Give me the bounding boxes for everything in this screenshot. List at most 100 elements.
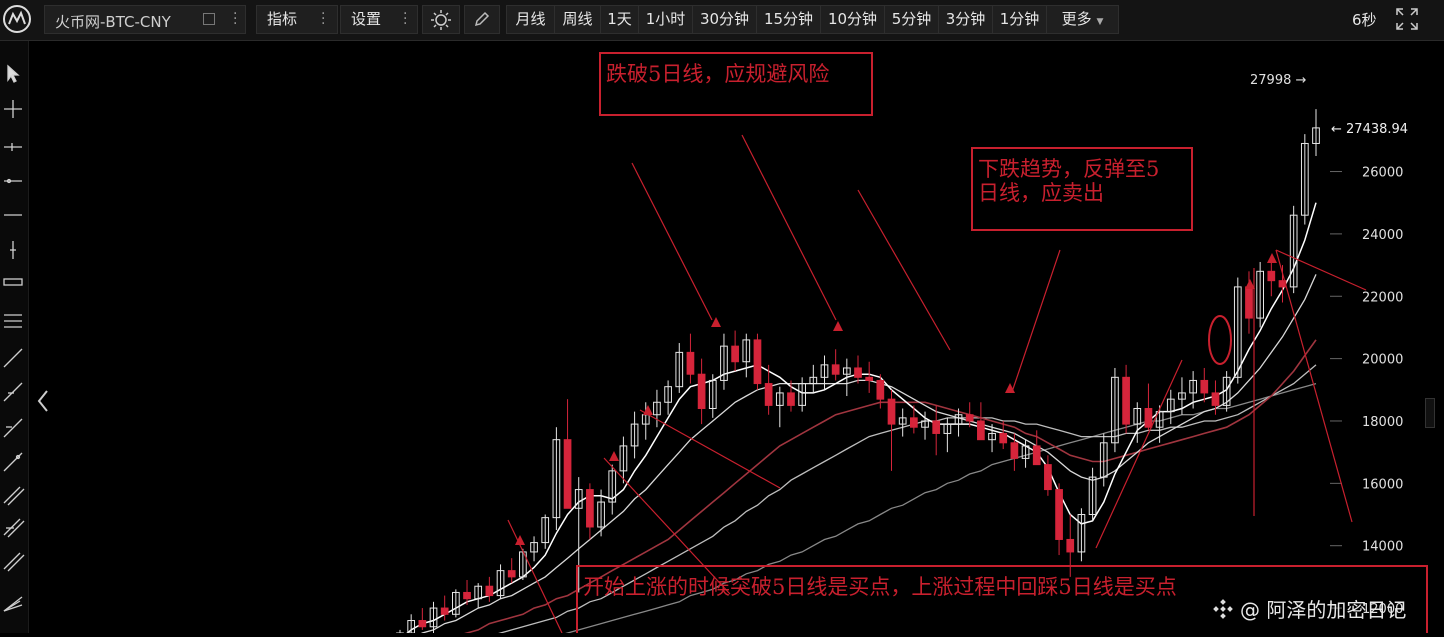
tab-30min[interactable]: 30分钟 <box>693 6 757 33</box>
symbol-selector[interactable]: 火币网-BTC-CNY · · · <box>44 5 246 34</box>
indicator-menu-icon[interactable]: · · · <box>321 6 326 32</box>
candle <box>1077 508 1086 562</box>
tab-15min[interactable]: 15分钟 <box>757 6 821 33</box>
moving-average-lines <box>406 202 1317 633</box>
candle <box>932 405 941 456</box>
candle-body <box>463 591 471 600</box>
signal-marker <box>1267 253 1277 263</box>
candle <box>887 389 896 471</box>
candle <box>1088 467 1097 521</box>
symbol-label: 火币网-BTC-CNY <box>55 13 171 31</box>
fullscreen-icon[interactable] <box>1394 6 1420 32</box>
tab-weekly[interactable]: 周线 <box>555 6 601 33</box>
candle <box>586 483 594 540</box>
candle <box>842 358 851 397</box>
settings-menu-icon[interactable]: · · · <box>403 6 408 32</box>
signal-marker <box>1005 383 1015 393</box>
parallel-channel-icon[interactable] <box>3 486 25 506</box>
trend-angle-icon[interactable] <box>3 382 23 402</box>
candle <box>1256 261 1264 328</box>
sun-icon <box>431 10 451 30</box>
candle-body <box>910 417 918 428</box>
candle <box>1111 367 1119 453</box>
parallel-lines-icon[interactable] <box>4 314 22 328</box>
candle-body <box>664 386 672 403</box>
candle-body <box>708 379 717 410</box>
candle-body <box>988 432 996 441</box>
candle-body <box>675 351 684 388</box>
candle-body <box>597 501 605 528</box>
tab-1min[interactable]: 1分钟 <box>993 6 1047 33</box>
refresh-rate[interactable]: 6秒 <box>1352 11 1377 29</box>
candle <box>1044 455 1052 496</box>
annotation-box <box>599 52 873 116</box>
candle <box>910 405 918 434</box>
y-tick-label: 24000 <box>1362 228 1403 243</box>
candle <box>809 364 818 393</box>
price-range-icon[interactable] <box>3 278 23 286</box>
candle-body <box>787 392 795 406</box>
candle-body <box>764 383 773 406</box>
horizontal-ray-icon[interactable] <box>4 143 22 151</box>
tab-10min[interactable]: 10分钟 <box>821 6 885 33</box>
indicator-button[interactable]: 指标 · · · <box>256 5 338 34</box>
annotation-pointer <box>1011 249 1061 393</box>
tab-1hour[interactable]: 1小时 <box>639 6 693 33</box>
candle-body <box>798 383 806 406</box>
tab-monthly[interactable]: 月线 <box>507 6 555 33</box>
trend-line-icon[interactable] <box>3 348 23 368</box>
candle-body <box>1267 270 1276 282</box>
candle <box>876 374 885 409</box>
annotation-box <box>576 565 1428 633</box>
candle-body <box>1044 464 1052 491</box>
horizontal-line-icon[interactable] <box>4 178 22 184</box>
ray-line-icon[interactable] <box>3 418 23 438</box>
more-vertical-icon[interactable]: · · · <box>233 6 238 32</box>
candle <box>753 333 762 390</box>
candle <box>452 589 460 618</box>
ma5-line <box>406 202 1317 633</box>
vertical-line-icon[interactable] <box>10 241 16 259</box>
cursor-arrow-icon[interactable] <box>7 64 20 83</box>
tab-3min[interactable]: 3分钟 <box>939 6 993 33</box>
candle <box>675 343 684 393</box>
pitchfork-icon[interactable] <box>3 552 25 572</box>
candle-body <box>1256 270 1264 319</box>
candle <box>664 380 672 415</box>
candle-body <box>820 364 829 378</box>
y-tick-label: 26000 <box>1362 166 1403 181</box>
candle-body <box>619 445 628 472</box>
tab-1day[interactable]: 1天 <box>601 6 639 33</box>
theme-toggle-button[interactable] <box>422 5 460 34</box>
gann-fan-icon[interactable] <box>3 596 23 612</box>
candle-body <box>932 420 941 434</box>
extended-line-icon[interactable] <box>3 452 23 472</box>
annotation: 开始上涨的时候突破5日线是买点，上涨过程中回踩5日线是买点 <box>507 249 1428 633</box>
candle-body <box>1178 392 1186 400</box>
candle-body <box>1133 408 1142 425</box>
candle <box>708 374 717 418</box>
y-tick-label: 14000 <box>1362 540 1403 555</box>
huobi-logo-icon[interactable] <box>2 4 32 34</box>
candle-body <box>898 417 907 425</box>
settings-button[interactable]: 设置 · · · <box>340 5 418 34</box>
collapse-chevron-left-icon[interactable] <box>36 388 50 414</box>
tab-5min[interactable]: 5分钟 <box>885 6 939 33</box>
annotation-pointer <box>1095 359 1183 549</box>
ma30-line <box>498 364 1317 633</box>
y-tick-label: 22000 <box>1362 290 1403 305</box>
candle <box>1122 364 1130 434</box>
more-timeframes-dropdown[interactable]: 更多 ▼ <box>1047 6 1118 33</box>
fibonacci-icon[interactable] <box>3 518 25 538</box>
right-panel-handle[interactable] <box>1425 398 1435 428</box>
candle-body <box>753 339 762 385</box>
draw-tool-button[interactable] <box>464 5 500 34</box>
symbol-square-icon[interactable] <box>203 13 215 25</box>
signal-marker <box>711 317 721 327</box>
candle-body <box>1111 376 1119 444</box>
candle-body <box>440 607 449 615</box>
crosshair-icon[interactable] <box>4 100 22 118</box>
annotation-pointer <box>507 519 563 633</box>
candle-body <box>954 414 963 425</box>
